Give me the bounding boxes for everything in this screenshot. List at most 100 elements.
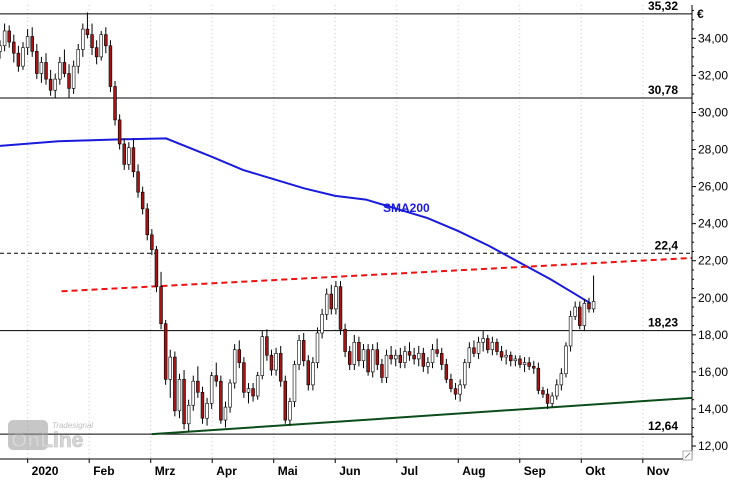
x-tick-label: Apr — [216, 464, 237, 478]
candle-body — [131, 147, 136, 173]
candle-body — [347, 351, 352, 365]
candle-body — [117, 119, 122, 145]
candle-body — [324, 293, 329, 315]
candle-body — [122, 143, 126, 165]
candle-body — [16, 52, 21, 67]
candle-body — [196, 380, 200, 393]
candle-body — [242, 362, 246, 393]
candle-body — [532, 366, 536, 369]
candle-body — [214, 375, 218, 382]
candle-body — [582, 303, 587, 326]
candle-body — [219, 380, 223, 421]
candle-body — [545, 393, 550, 404]
candle-body — [39, 62, 44, 74]
candle-body — [361, 349, 366, 362]
candle-body — [255, 375, 260, 397]
y-tick-label: 20,00 — [698, 291, 728, 305]
candle-body — [430, 349, 435, 363]
candle-body — [297, 340, 301, 365]
candle-body — [12, 41, 16, 54]
candle-body — [458, 384, 462, 395]
candle-body — [393, 354, 398, 360]
x-tick-label: 2020 — [32, 464, 59, 478]
candle-body — [35, 51, 39, 74]
x-tick-label: Sep — [524, 464, 546, 478]
candle-body — [58, 62, 62, 80]
candle-body — [278, 353, 283, 382]
candle-body — [334, 286, 338, 310]
candle-body — [453, 388, 458, 395]
candle-body — [389, 354, 393, 360]
sma-layer — [0, 137, 592, 305]
candle-body — [283, 380, 288, 421]
y-tick-label: 34,00 — [698, 31, 728, 45]
candle-body — [384, 354, 389, 378]
resize-corner-icon[interactable] — [682, 450, 693, 461]
candle-body — [370, 349, 375, 373]
candle-body — [329, 293, 334, 310]
candle-body — [573, 306, 577, 317]
candle-body — [306, 360, 311, 386]
y-tick-label: 28,00 — [698, 143, 728, 157]
candle-body — [85, 28, 90, 35]
candle-body — [536, 367, 541, 391]
y-tick-label: 14,00 — [698, 402, 728, 416]
y-tick-label: 12,00 — [698, 439, 728, 453]
candle-body — [315, 332, 320, 363]
candle-body — [518, 358, 522, 365]
candle-body — [251, 388, 255, 397]
candle-body — [265, 336, 269, 356]
candle-body — [311, 362, 315, 386]
candle-body — [426, 362, 430, 367]
x-tick-label: Nov — [647, 464, 670, 478]
candle-body — [444, 364, 449, 380]
candle-body — [67, 73, 71, 89]
candle-body — [159, 286, 163, 325]
candle-body — [550, 395, 554, 404]
candle-body — [412, 354, 416, 360]
candle-body — [527, 362, 531, 367]
candle-body — [25, 36, 30, 48]
candle-body — [472, 347, 476, 354]
trendline-support — [151, 396, 693, 436]
candle-body — [352, 341, 357, 365]
candle-body — [0, 45, 2, 52]
x-tick-label: Okt — [585, 464, 605, 478]
candle-body — [564, 345, 568, 375]
candle-body — [21, 47, 25, 67]
candle-body — [200, 391, 205, 419]
candle-body — [403, 351, 407, 363]
candle-body — [108, 45, 113, 87]
candle-body — [228, 382, 232, 408]
candle-body — [338, 286, 343, 330]
candle-body — [48, 78, 53, 91]
y-tick-label: 32,00 — [698, 68, 728, 82]
y-tick-label: 30,00 — [698, 105, 728, 119]
candle-body — [591, 301, 596, 310]
candle-body — [94, 47, 99, 58]
candle-body — [440, 353, 444, 365]
candle-body — [366, 349, 370, 373]
candle-body — [104, 34, 108, 47]
candle-body — [476, 341, 481, 354]
candle-body — [145, 208, 149, 236]
candle-body — [578, 306, 582, 326]
candle-body — [481, 338, 485, 343]
candle-body — [113, 86, 117, 121]
candle-body — [62, 62, 67, 74]
labels-layer: 35,32 30,78 22,4 18,23 12,64 SMA200 — [383, 0, 678, 433]
level-label: 30,78 — [648, 83, 678, 97]
watermark-logo: Tradesignal OnLine — [8, 420, 93, 452]
candle-body — [288, 401, 292, 421]
sma-line — [0, 137, 592, 305]
candle-body — [555, 384, 559, 397]
candle-body — [513, 358, 518, 362]
candle-body — [71, 65, 76, 89]
candle-body — [127, 147, 131, 165]
candle-body — [559, 373, 564, 386]
candle-body — [232, 349, 237, 384]
y-tick-label: 18,00 — [698, 328, 728, 342]
candle-body — [407, 351, 412, 356]
